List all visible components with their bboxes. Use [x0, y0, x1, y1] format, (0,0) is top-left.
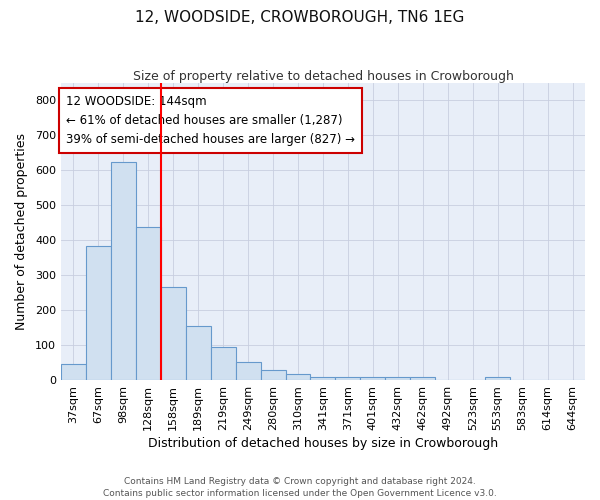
- Title: Size of property relative to detached houses in Crowborough: Size of property relative to detached ho…: [133, 70, 514, 83]
- Bar: [410, 378, 435, 380]
- X-axis label: Distribution of detached houses by size in Crowborough: Distribution of detached houses by size …: [148, 437, 498, 450]
- Bar: [111, 162, 136, 380]
- Y-axis label: Number of detached properties: Number of detached properties: [15, 133, 28, 330]
- Bar: [335, 376, 361, 380]
- Bar: [361, 376, 385, 380]
- Bar: [260, 370, 286, 380]
- Text: Contains HM Land Registry data © Crown copyright and database right 2024.
Contai: Contains HM Land Registry data © Crown c…: [103, 476, 497, 498]
- Bar: [61, 364, 86, 380]
- Bar: [186, 326, 211, 380]
- Text: 12 WOODSIDE: 144sqm
← 61% of detached houses are smaller (1,287)
39% of semi-det: 12 WOODSIDE: 144sqm ← 61% of detached ho…: [66, 95, 355, 146]
- Bar: [211, 347, 236, 380]
- Bar: [385, 376, 410, 380]
- Bar: [86, 246, 111, 380]
- Bar: [161, 288, 186, 380]
- Bar: [286, 374, 310, 380]
- Text: 12, WOODSIDE, CROWBOROUGH, TN6 1EG: 12, WOODSIDE, CROWBOROUGH, TN6 1EG: [136, 10, 464, 25]
- Bar: [310, 376, 335, 380]
- Bar: [136, 227, 161, 380]
- Bar: [236, 362, 260, 380]
- Bar: [485, 378, 510, 380]
